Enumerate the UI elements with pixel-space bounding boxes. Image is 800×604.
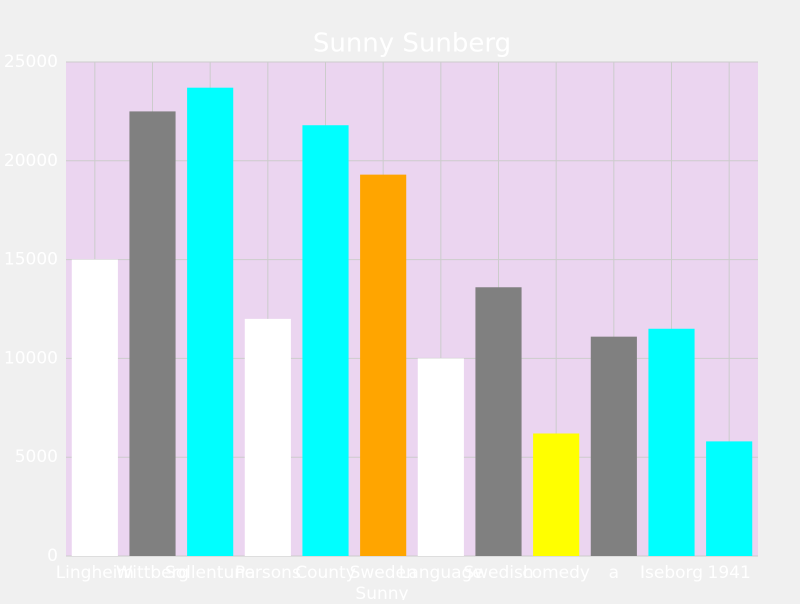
bar	[533, 433, 580, 556]
bar	[302, 125, 349, 557]
x-tick-label: Sollentuna	[165, 563, 256, 583]
x-tick-label: Sweden	[350, 563, 417, 583]
bar	[244, 318, 291, 556]
bar	[475, 287, 522, 556]
x-tick-label: Persons	[235, 563, 301, 583]
x-axis-label: Sunny	[355, 584, 408, 600]
x-tick-label: County	[295, 563, 356, 583]
bar	[648, 328, 695, 556]
x-tick-label: Language	[399, 563, 483, 583]
y-tick-label: 10000	[4, 348, 58, 368]
bar	[360, 174, 407, 556]
bar	[706, 441, 753, 556]
x-tick-label: Wittberg	[116, 563, 189, 583]
chart-title: Sunny Sunberg	[313, 29, 511, 59]
plot-area	[66, 62, 758, 556]
x-tick-label: a	[609, 563, 619, 583]
x-tick-label: Iseborg	[640, 563, 703, 583]
bar	[590, 336, 637, 556]
x-tick-label: comedy	[522, 563, 590, 583]
y-tick-label: 5000	[15, 447, 58, 467]
y-tick-label: 15000	[4, 250, 58, 270]
x-tick-label: 1941	[708, 563, 751, 583]
y-tick-label: 25000	[4, 52, 58, 72]
x-tick-label: Swedish	[463, 563, 533, 583]
y-tick-label: 20000	[4, 151, 58, 171]
bar	[417, 358, 464, 556]
x-tick-label: Lingheim	[56, 563, 134, 583]
bar	[187, 87, 234, 557]
bar	[129, 111, 176, 557]
y-tick-label: 0	[47, 546, 58, 566]
bar	[71, 259, 118, 556]
